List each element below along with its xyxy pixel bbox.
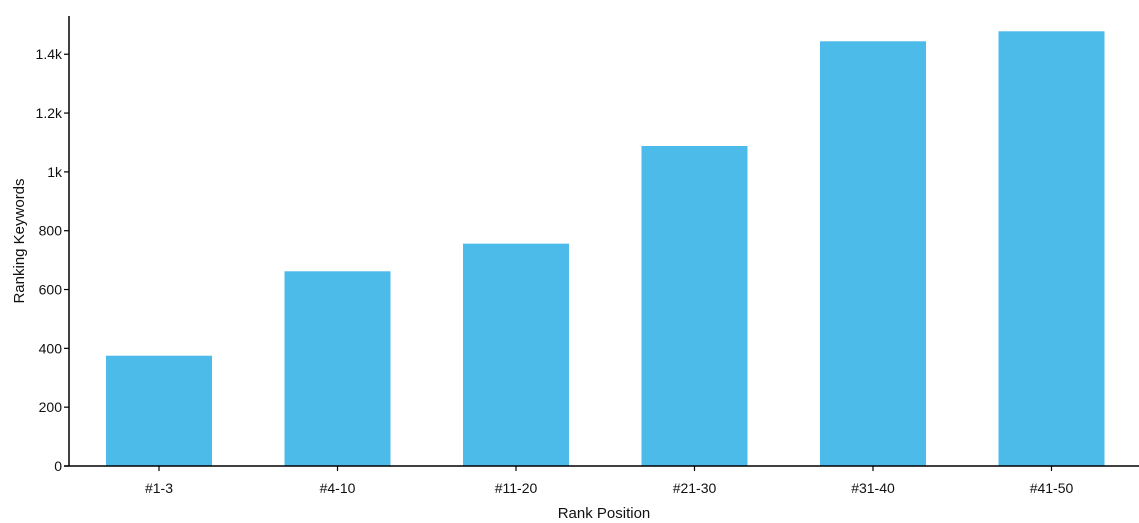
x-tick-label: #31-40 (851, 480, 895, 496)
y-tick-label: 200 (39, 399, 63, 415)
x-tick-label: #11-20 (495, 480, 538, 496)
x-tick-label: #41-50 (1030, 480, 1074, 496)
y-tick-label: 1.2k (36, 105, 63, 121)
bar (106, 355, 212, 466)
y-tick-label: 400 (39, 340, 63, 356)
bar (998, 31, 1105, 466)
bar (641, 146, 748, 466)
x-axis-title: Rank Position (558, 505, 651, 522)
bar (284, 271, 391, 466)
y-tick-label: 1.4k (36, 46, 63, 62)
y-tick-label: 800 (39, 223, 63, 239)
x-tick-label: #1-3 (145, 480, 173, 496)
y-axis: 0 200 400 600 800 1k 1.2k 1.4k (36, 16, 70, 474)
y-tick-label: 0 (54, 458, 62, 474)
bar (820, 41, 926, 466)
x-tick-label: #21-30 (673, 480, 717, 496)
bars-group (106, 31, 1105, 466)
y-axis-title: Ranking Keywords (11, 178, 28, 303)
bar (463, 243, 569, 466)
x-axis: #1-3 #4-10 #11-20 #21-30 #31-40 #41-50 (64, 465, 1139, 496)
y-tick-label: 600 (39, 282, 63, 298)
x-tick-label: #4-10 (320, 480, 356, 496)
y-tick-label: 1k (47, 164, 63, 180)
